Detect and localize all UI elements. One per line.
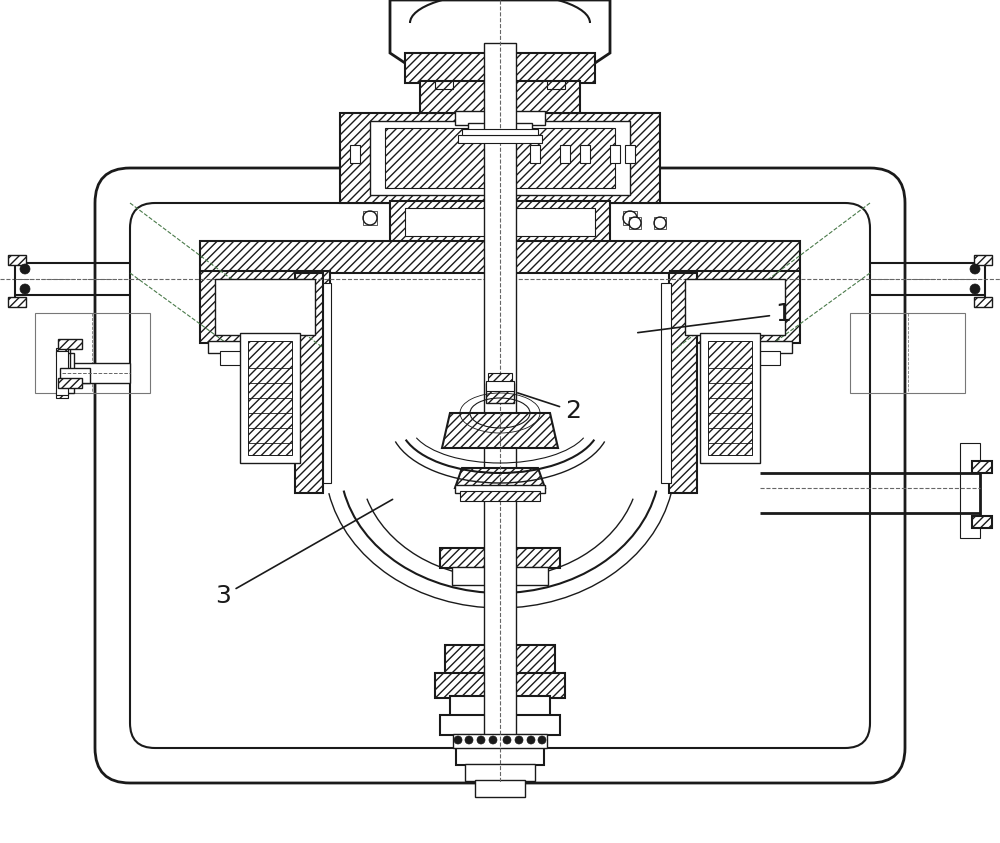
Bar	[484, 43, 516, 743]
Bar	[200, 241, 800, 273]
Bar	[625, 145, 635, 163]
Bar	[363, 211, 377, 225]
Bar	[295, 273, 323, 493]
Bar	[530, 145, 540, 163]
Bar	[420, 81, 580, 113]
Circle shape	[654, 217, 666, 229]
Bar	[8, 297, 26, 307]
Bar	[323, 283, 331, 483]
Circle shape	[489, 736, 497, 744]
Bar	[60, 368, 90, 383]
Text: 3: 3	[215, 499, 393, 608]
Bar	[661, 283, 671, 483]
Bar	[455, 111, 545, 125]
Bar	[248, 341, 292, 455]
Bar	[654, 217, 666, 229]
Bar	[669, 273, 697, 493]
Bar	[35, 313, 150, 393]
Bar	[462, 129, 538, 135]
Bar	[458, 135, 542, 143]
Polygon shape	[390, 0, 610, 63]
Polygon shape	[455, 468, 545, 488]
Bar	[215, 279, 315, 335]
Bar	[405, 53, 595, 83]
Bar	[486, 383, 514, 403]
Text: 1: 1	[638, 302, 791, 333]
Bar	[468, 123, 532, 137]
FancyBboxPatch shape	[95, 168, 905, 783]
Circle shape	[465, 736, 473, 744]
Bar	[700, 333, 760, 463]
Bar	[744, 351, 780, 365]
Bar	[58, 378, 82, 388]
Bar	[440, 715, 560, 735]
Bar	[405, 208, 595, 236]
FancyBboxPatch shape	[130, 203, 870, 748]
Bar	[708, 341, 752, 455]
Circle shape	[503, 736, 511, 744]
Circle shape	[454, 736, 462, 744]
Circle shape	[623, 211, 637, 225]
Circle shape	[970, 284, 980, 294]
Bar	[390, 201, 610, 243]
Bar	[850, 313, 965, 393]
Bar	[547, 81, 565, 89]
Circle shape	[477, 736, 485, 744]
Bar	[435, 81, 453, 89]
Bar	[220, 351, 256, 365]
Bar	[70, 363, 130, 383]
Bar	[972, 516, 992, 528]
Bar	[488, 373, 512, 383]
Bar	[370, 121, 630, 195]
Bar	[385, 128, 615, 188]
Bar	[475, 780, 525, 797]
Circle shape	[527, 736, 535, 744]
Bar	[450, 696, 550, 718]
Bar	[629, 217, 641, 229]
Circle shape	[515, 736, 523, 744]
Bar	[465, 764, 535, 781]
Bar	[486, 381, 514, 391]
Bar	[685, 279, 785, 335]
Bar	[340, 113, 660, 203]
Bar	[560, 145, 570, 163]
Bar	[974, 255, 992, 265]
Bar	[445, 645, 555, 675]
Circle shape	[20, 264, 30, 274]
Bar	[456, 747, 544, 765]
Bar	[56, 390, 68, 398]
Bar	[350, 145, 360, 163]
Bar	[972, 461, 992, 473]
Bar	[56, 351, 68, 395]
Polygon shape	[442, 413, 558, 448]
Circle shape	[970, 264, 980, 274]
Circle shape	[363, 211, 377, 225]
Bar	[62, 353, 74, 393]
Bar	[208, 341, 268, 353]
Bar	[58, 339, 82, 349]
Bar	[974, 297, 992, 307]
Bar	[580, 145, 590, 163]
Bar	[200, 271, 330, 343]
Bar	[8, 255, 26, 265]
Circle shape	[538, 736, 546, 744]
Bar	[56, 348, 68, 356]
Circle shape	[629, 217, 641, 229]
Bar	[452, 567, 548, 585]
Bar	[732, 341, 792, 353]
Bar	[610, 145, 620, 163]
Text: 2: 2	[518, 393, 581, 423]
Bar	[460, 491, 540, 501]
Circle shape	[20, 284, 30, 294]
Bar	[670, 271, 800, 343]
Bar	[960, 443, 980, 538]
Bar	[455, 485, 545, 493]
Bar	[440, 548, 560, 568]
Bar	[240, 333, 300, 463]
Bar	[623, 211, 637, 225]
Bar	[453, 734, 547, 748]
Bar	[435, 673, 565, 698]
